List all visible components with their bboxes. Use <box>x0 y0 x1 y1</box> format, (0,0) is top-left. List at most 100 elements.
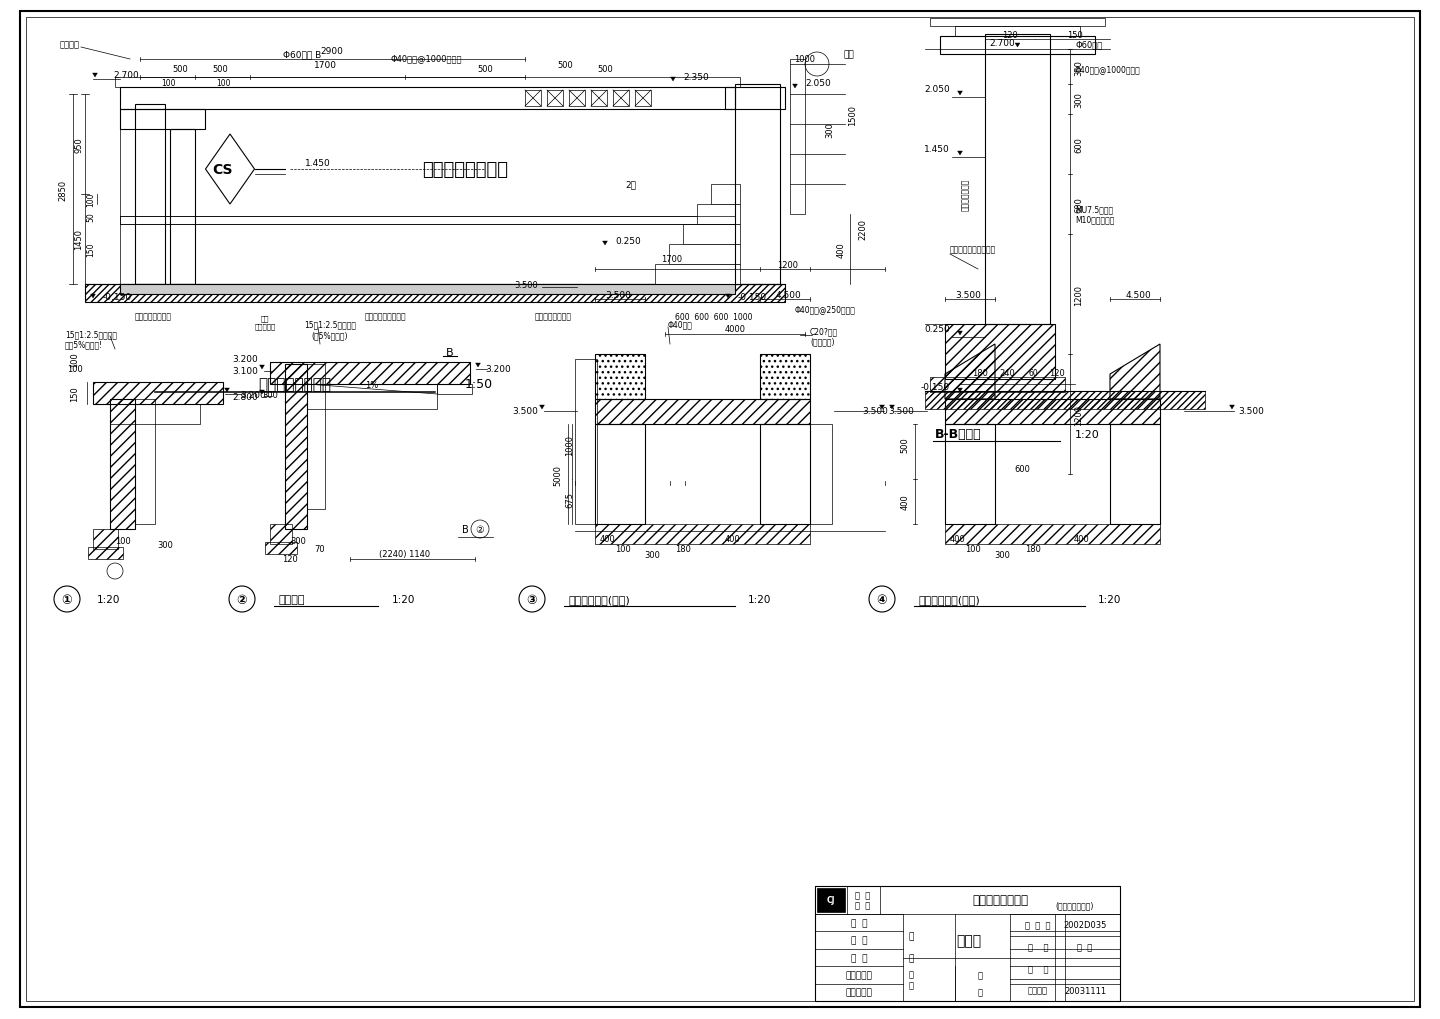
Bar <box>115 77 740 88</box>
Text: 墙面夹白色大理石: 墙面夹白色大理石 <box>536 312 572 321</box>
Text: 4.500: 4.500 <box>1125 290 1151 300</box>
Polygon shape <box>602 242 608 246</box>
Polygon shape <box>1015 44 1020 48</box>
Text: 300: 300 <box>289 537 305 546</box>
Bar <box>88 547 122 559</box>
Text: 图    别: 图 别 <box>1028 943 1048 951</box>
Bar <box>1110 425 1161 525</box>
Text: 100: 100 <box>86 193 95 207</box>
Text: C20?基本: C20?基本 <box>811 327 838 336</box>
Bar <box>265 542 297 554</box>
Text: 2空: 2空 <box>625 180 636 190</box>
Text: 300: 300 <box>262 390 278 399</box>
Text: 图    号: 图 号 <box>1028 964 1048 973</box>
Text: 1000: 1000 <box>795 55 815 64</box>
Text: 3.500: 3.500 <box>1238 408 1264 416</box>
Bar <box>285 365 307 530</box>
Polygon shape <box>726 294 730 299</box>
Text: 100: 100 <box>615 545 631 554</box>
Bar <box>595 425 645 525</box>
Bar <box>575 360 598 525</box>
Bar <box>85 284 785 303</box>
Text: 500: 500 <box>557 60 573 69</box>
Text: 180: 180 <box>675 545 691 554</box>
Text: 400: 400 <box>599 535 615 544</box>
Bar <box>815 887 1120 1001</box>
Text: 950: 950 <box>75 137 84 153</box>
Text: 300: 300 <box>825 122 835 138</box>
Text: 3.100: 3.100 <box>232 367 258 376</box>
Bar <box>945 425 995 525</box>
Text: 1.450: 1.450 <box>305 158 331 167</box>
Text: 300: 300 <box>1074 92 1083 108</box>
Text: ①: ① <box>62 593 72 606</box>
Polygon shape <box>1230 406 1234 410</box>
Bar <box>955 26 1080 37</box>
Polygon shape <box>958 92 962 96</box>
Bar <box>930 19 1104 26</box>
Bar <box>655 265 740 284</box>
Text: 300: 300 <box>157 540 173 549</box>
Text: 1:20: 1:20 <box>1099 594 1122 604</box>
Text: 墙面贴深色大理石: 墙面贴深色大理石 <box>135 312 171 321</box>
Text: 1%: 1% <box>366 380 379 389</box>
Text: 创昇制衣有限公司: 创昇制衣有限公司 <box>422 161 508 178</box>
Text: 1:20: 1:20 <box>96 594 121 604</box>
Text: 15厚1:2.5水泥砂浆: 15厚1:2.5水泥砂浆 <box>65 330 117 339</box>
Text: 厂区铭牌立面大样: 厂区铭牌立面大样 <box>259 377 331 392</box>
Bar <box>816 889 845 912</box>
Text: 射灯: 射灯 <box>842 51 854 59</box>
Text: 1:20: 1:20 <box>392 594 415 604</box>
Bar <box>815 887 1120 914</box>
Text: 顶板泡珠板面板装饰线: 顶板泡珠板面板装饰线 <box>950 246 996 255</box>
Text: Φ40钢管@250设一根: Φ40钢管@250设一根 <box>795 306 855 314</box>
Text: 400: 400 <box>724 535 740 544</box>
Text: 1.450: 1.450 <box>924 146 950 154</box>
Text: 3.500: 3.500 <box>605 290 631 300</box>
Polygon shape <box>792 85 798 89</box>
Text: 1200: 1200 <box>1074 284 1083 306</box>
Text: 500: 500 <box>900 437 910 452</box>
Bar <box>526 91 541 107</box>
Text: 2850: 2850 <box>59 179 68 201</box>
Bar <box>271 363 469 384</box>
Text: 60: 60 <box>1028 368 1038 377</box>
Text: 2.050: 2.050 <box>924 86 950 95</box>
Bar <box>94 382 223 405</box>
Bar <box>791 60 805 215</box>
Bar <box>945 525 1161 544</box>
Text: 3.500: 3.500 <box>863 408 888 416</box>
Bar <box>170 129 194 284</box>
Bar <box>985 35 1050 325</box>
Text: 4.500: 4.500 <box>775 290 801 300</box>
Text: 厂量
个设涉不知: 厂量 个设涉不知 <box>255 316 275 330</box>
Bar <box>135 399 156 525</box>
Text: ②: ② <box>236 593 248 606</box>
Text: 名: 名 <box>909 953 914 962</box>
Polygon shape <box>92 74 98 77</box>
Text: 400: 400 <box>949 535 965 544</box>
Text: B: B <box>462 525 468 535</box>
Text: 120: 120 <box>1002 31 1018 40</box>
Text: 3.500: 3.500 <box>514 280 539 289</box>
Bar <box>109 399 135 530</box>
Text: 675: 675 <box>566 491 575 507</box>
Text: 制: 制 <box>978 970 982 979</box>
Bar <box>271 525 292 544</box>
Bar <box>945 325 1056 380</box>
Text: -0.150: -0.150 <box>920 383 950 392</box>
Text: 2.350: 2.350 <box>683 73 708 83</box>
Text: 压顶配套平直通: 压顶配套平直通 <box>960 178 969 211</box>
Bar <box>760 355 811 399</box>
Polygon shape <box>958 331 962 335</box>
Bar <box>635 91 651 107</box>
Text: 2.700: 2.700 <box>112 71 138 81</box>
Text: -0.150: -0.150 <box>739 292 768 302</box>
Text: 3.200: 3.200 <box>232 356 258 364</box>
Text: 100: 100 <box>115 537 131 546</box>
Text: 0.250: 0.250 <box>924 325 950 334</box>
Text: 5000: 5000 <box>553 464 563 485</box>
Text: 1700: 1700 <box>661 255 683 264</box>
Text: 4000: 4000 <box>724 325 746 334</box>
Text: 2002D035: 2002D035 <box>1063 920 1107 929</box>
